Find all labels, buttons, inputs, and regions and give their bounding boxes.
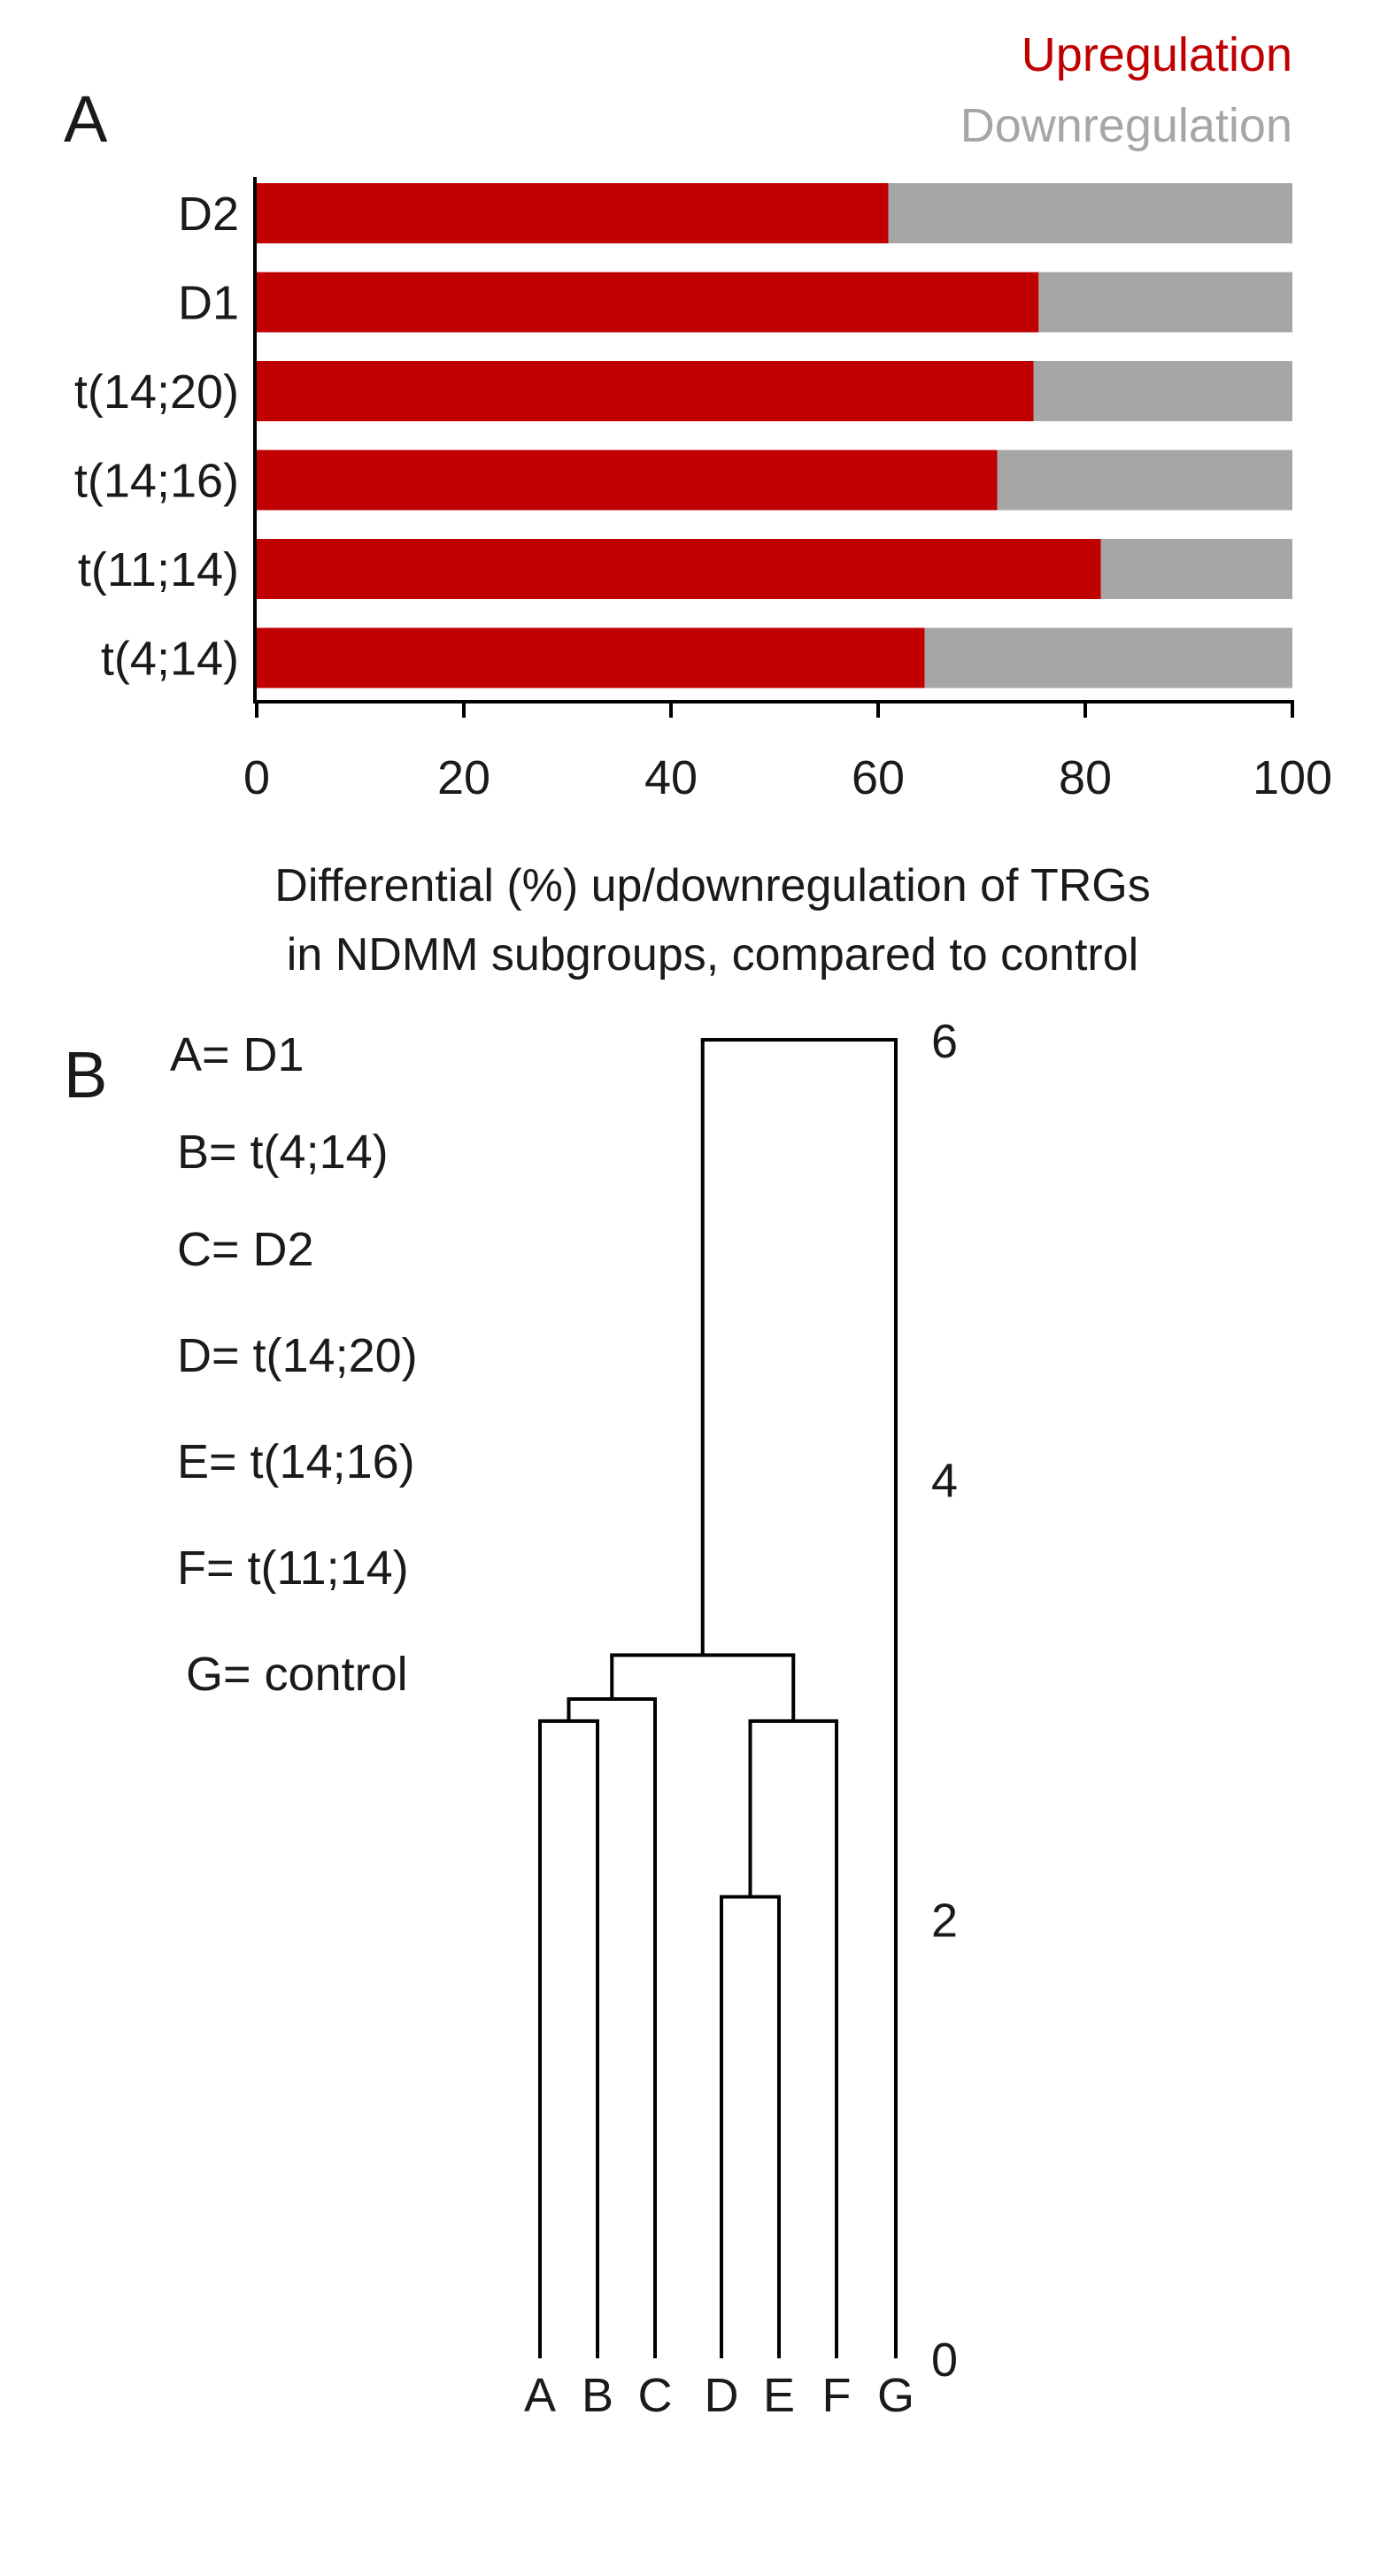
category-label-1: D1	[178, 277, 239, 330]
bar-down-5	[924, 627, 1292, 688]
bar-down-1	[1038, 272, 1292, 333]
bar-up-1	[257, 272, 1039, 333]
x-tick-label-5: 100	[1253, 751, 1332, 804]
bar-up-5	[257, 627, 925, 688]
category-label-0: D2	[178, 188, 239, 241]
leaf-label-D: D	[705, 2369, 739, 2422]
y-tick-label-1: 2	[931, 1894, 958, 1947]
bar-up-4	[257, 539, 1101, 599]
panel-b-label: B	[64, 1038, 107, 1111]
leaf-label-B: B	[582, 2369, 613, 2422]
y-tick-label-2: 4	[931, 1455, 958, 1508]
x-tick-label-0: 0	[243, 751, 270, 804]
key-item-2: C= D2	[177, 1223, 314, 1276]
bar-up-2	[257, 361, 1034, 421]
dendrogram-y-ticks: 0 2 4 6	[931, 1015, 958, 2387]
dendrogram-key: A= D1 B= t(4;14) C= D2 D= t(14;20) E= t(14;1…	[170, 1028, 418, 1701]
bar-down-0	[888, 183, 1292, 243]
leaf-label-F: F	[822, 2369, 852, 2422]
bar-up-3	[257, 450, 998, 511]
bar-chart-a: D2 D1 t(14;20) t(14;16) t(11;14) t(4;14)	[74, 183, 1292, 688]
category-label-3: t(14;16)	[74, 455, 239, 508]
key-item-5: F= t(11;14)	[177, 1542, 409, 1595]
leaf-label-E: E	[763, 2369, 795, 2422]
leaf-label-G: G	[877, 2369, 914, 2422]
x-ticks-a: 0 20 40 60 80 100	[243, 702, 1332, 804]
key-item-3: D= t(14;20)	[177, 1329, 418, 1382]
leaf-label-A: A	[524, 2369, 556, 2422]
x-tick-label-1: 20	[437, 751, 490, 804]
panel-a-label: A	[64, 82, 108, 156]
key-item-6: G= control	[186, 1648, 408, 1701]
x-axis-label-line1: Differential (%) up/downregulation of TR…	[274, 860, 1150, 911]
x-tick-label-2: 40	[644, 751, 698, 804]
x-tick-label-4: 80	[1059, 751, 1112, 804]
key-item-4: E= t(14;16)	[177, 1435, 415, 1488]
bar-down-4	[1100, 539, 1292, 599]
category-label-4: t(11;14)	[78, 543, 239, 596]
legend-up: Upregulation	[1022, 28, 1292, 81]
legend-down: Downregulation	[960, 99, 1292, 152]
key-item-1: B= t(4;14)	[177, 1126, 389, 1179]
x-tick-label-3: 60	[852, 751, 905, 804]
key-item-0: A= D1	[170, 1028, 305, 1081]
bar-down-3	[997, 450, 1292, 511]
dendrogram	[538, 1038, 898, 2358]
x-axis-label-line2: in NDMM subgroups, compared to control	[287, 929, 1138, 980]
category-label-5: t(4;14)	[101, 633, 239, 686]
y-tick-label-0: 0	[931, 2334, 958, 2387]
category-label-2: t(14;20)	[74, 365, 239, 419]
y-tick-label-3: 6	[931, 1015, 958, 1068]
bar-up-0	[257, 183, 889, 243]
leaf-label-C: C	[638, 2369, 673, 2422]
bar-down-2	[1033, 361, 1292, 421]
